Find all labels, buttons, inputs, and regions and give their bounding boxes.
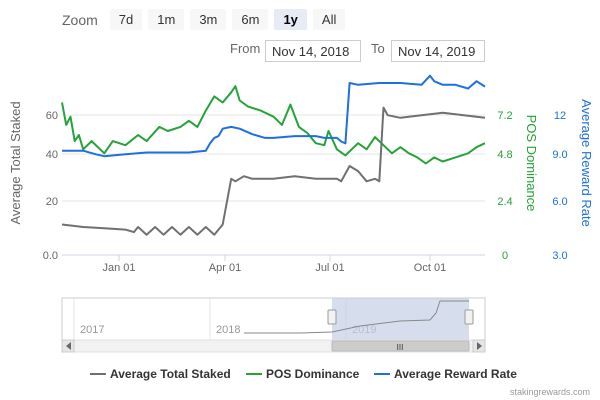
scroll-right-arrow-icon [477,342,482,350]
navigator-left-handle[interactable] [327,309,337,325]
legend-staked-label[interactable]: Average Total Staked [110,367,231,381]
navigator-line [244,300,469,334]
reward-axis-title: Average Reward Rate [579,99,594,227]
zoom-6m-button[interactable]: 6m [232,9,269,30]
staked-tick-0: 0.0 [43,250,58,262]
credits-link[interactable]: stakingrewards.com [510,387,590,397]
dominance-tick-1: 2.4 [497,196,512,208]
from-label: From [230,41,261,56]
average-reward-rate-line [62,74,486,158]
zoom-1m-button[interactable]: 1m [148,9,185,30]
legend-dominance-label[interactable]: POS Dominance [266,367,360,381]
from-date-input[interactable]: Nov 14, 2018 [265,40,361,62]
dominance-tick-3: 7.2 [497,110,512,122]
to-label: To [371,41,385,56]
staked-tick-2: 40 [46,149,58,161]
scrollbar-grip: III [397,343,404,352]
x-tick-label-3: Oct 01 [414,262,446,274]
dominance-axis-title: POS Dominance [524,115,539,212]
scrollbar-thumb[interactable] [331,340,470,352]
staked-tick-3: 60 [46,110,58,122]
reward-tick-1: 6.0 [552,196,567,208]
navigator-right-handle[interactable] [464,309,474,325]
dominance-tick-0: 0 [502,250,508,262]
dominance-tick-2: 4.8 [497,149,512,161]
pos-dominance-line [61,85,486,165]
staked-tick-1: 20 [46,196,58,208]
zoom-bar: Zoom 7d 1m 3m 6m 1y All [62,9,346,30]
zoom-all-button[interactable]: All [312,9,346,30]
x-tick-label-2: Jul 01 [315,262,344,274]
legend-reward-label[interactable]: Average Reward Rate [394,367,517,381]
zoom-7d-button[interactable]: 7d [109,9,143,30]
zoom-label: Zoom [62,11,98,28]
reward-tick-0: 3.0 [552,250,567,262]
reward-tick-3: 12 [554,110,566,122]
x-tick-label-1: Apr 01 [209,262,241,274]
to-date-input[interactable]: Nov 14, 2019 [391,40,485,62]
zoom-3m-button[interactable]: 3m [190,9,227,30]
scroll-left-arrow-icon [66,342,71,350]
x-tick-label-0: Jan 01 [102,262,135,274]
navigator-selection[interactable] [332,298,469,340]
navigator-year-0: 2017 [80,324,104,336]
reward-tick-2: 9.0 [552,149,567,161]
zoom-1y-button[interactable]: 1y [274,9,307,30]
navigator-year-1: 2018 [216,324,240,336]
staked-axis-title: Average Total Staked [8,101,23,224]
average-total-staked-line [61,106,486,236]
